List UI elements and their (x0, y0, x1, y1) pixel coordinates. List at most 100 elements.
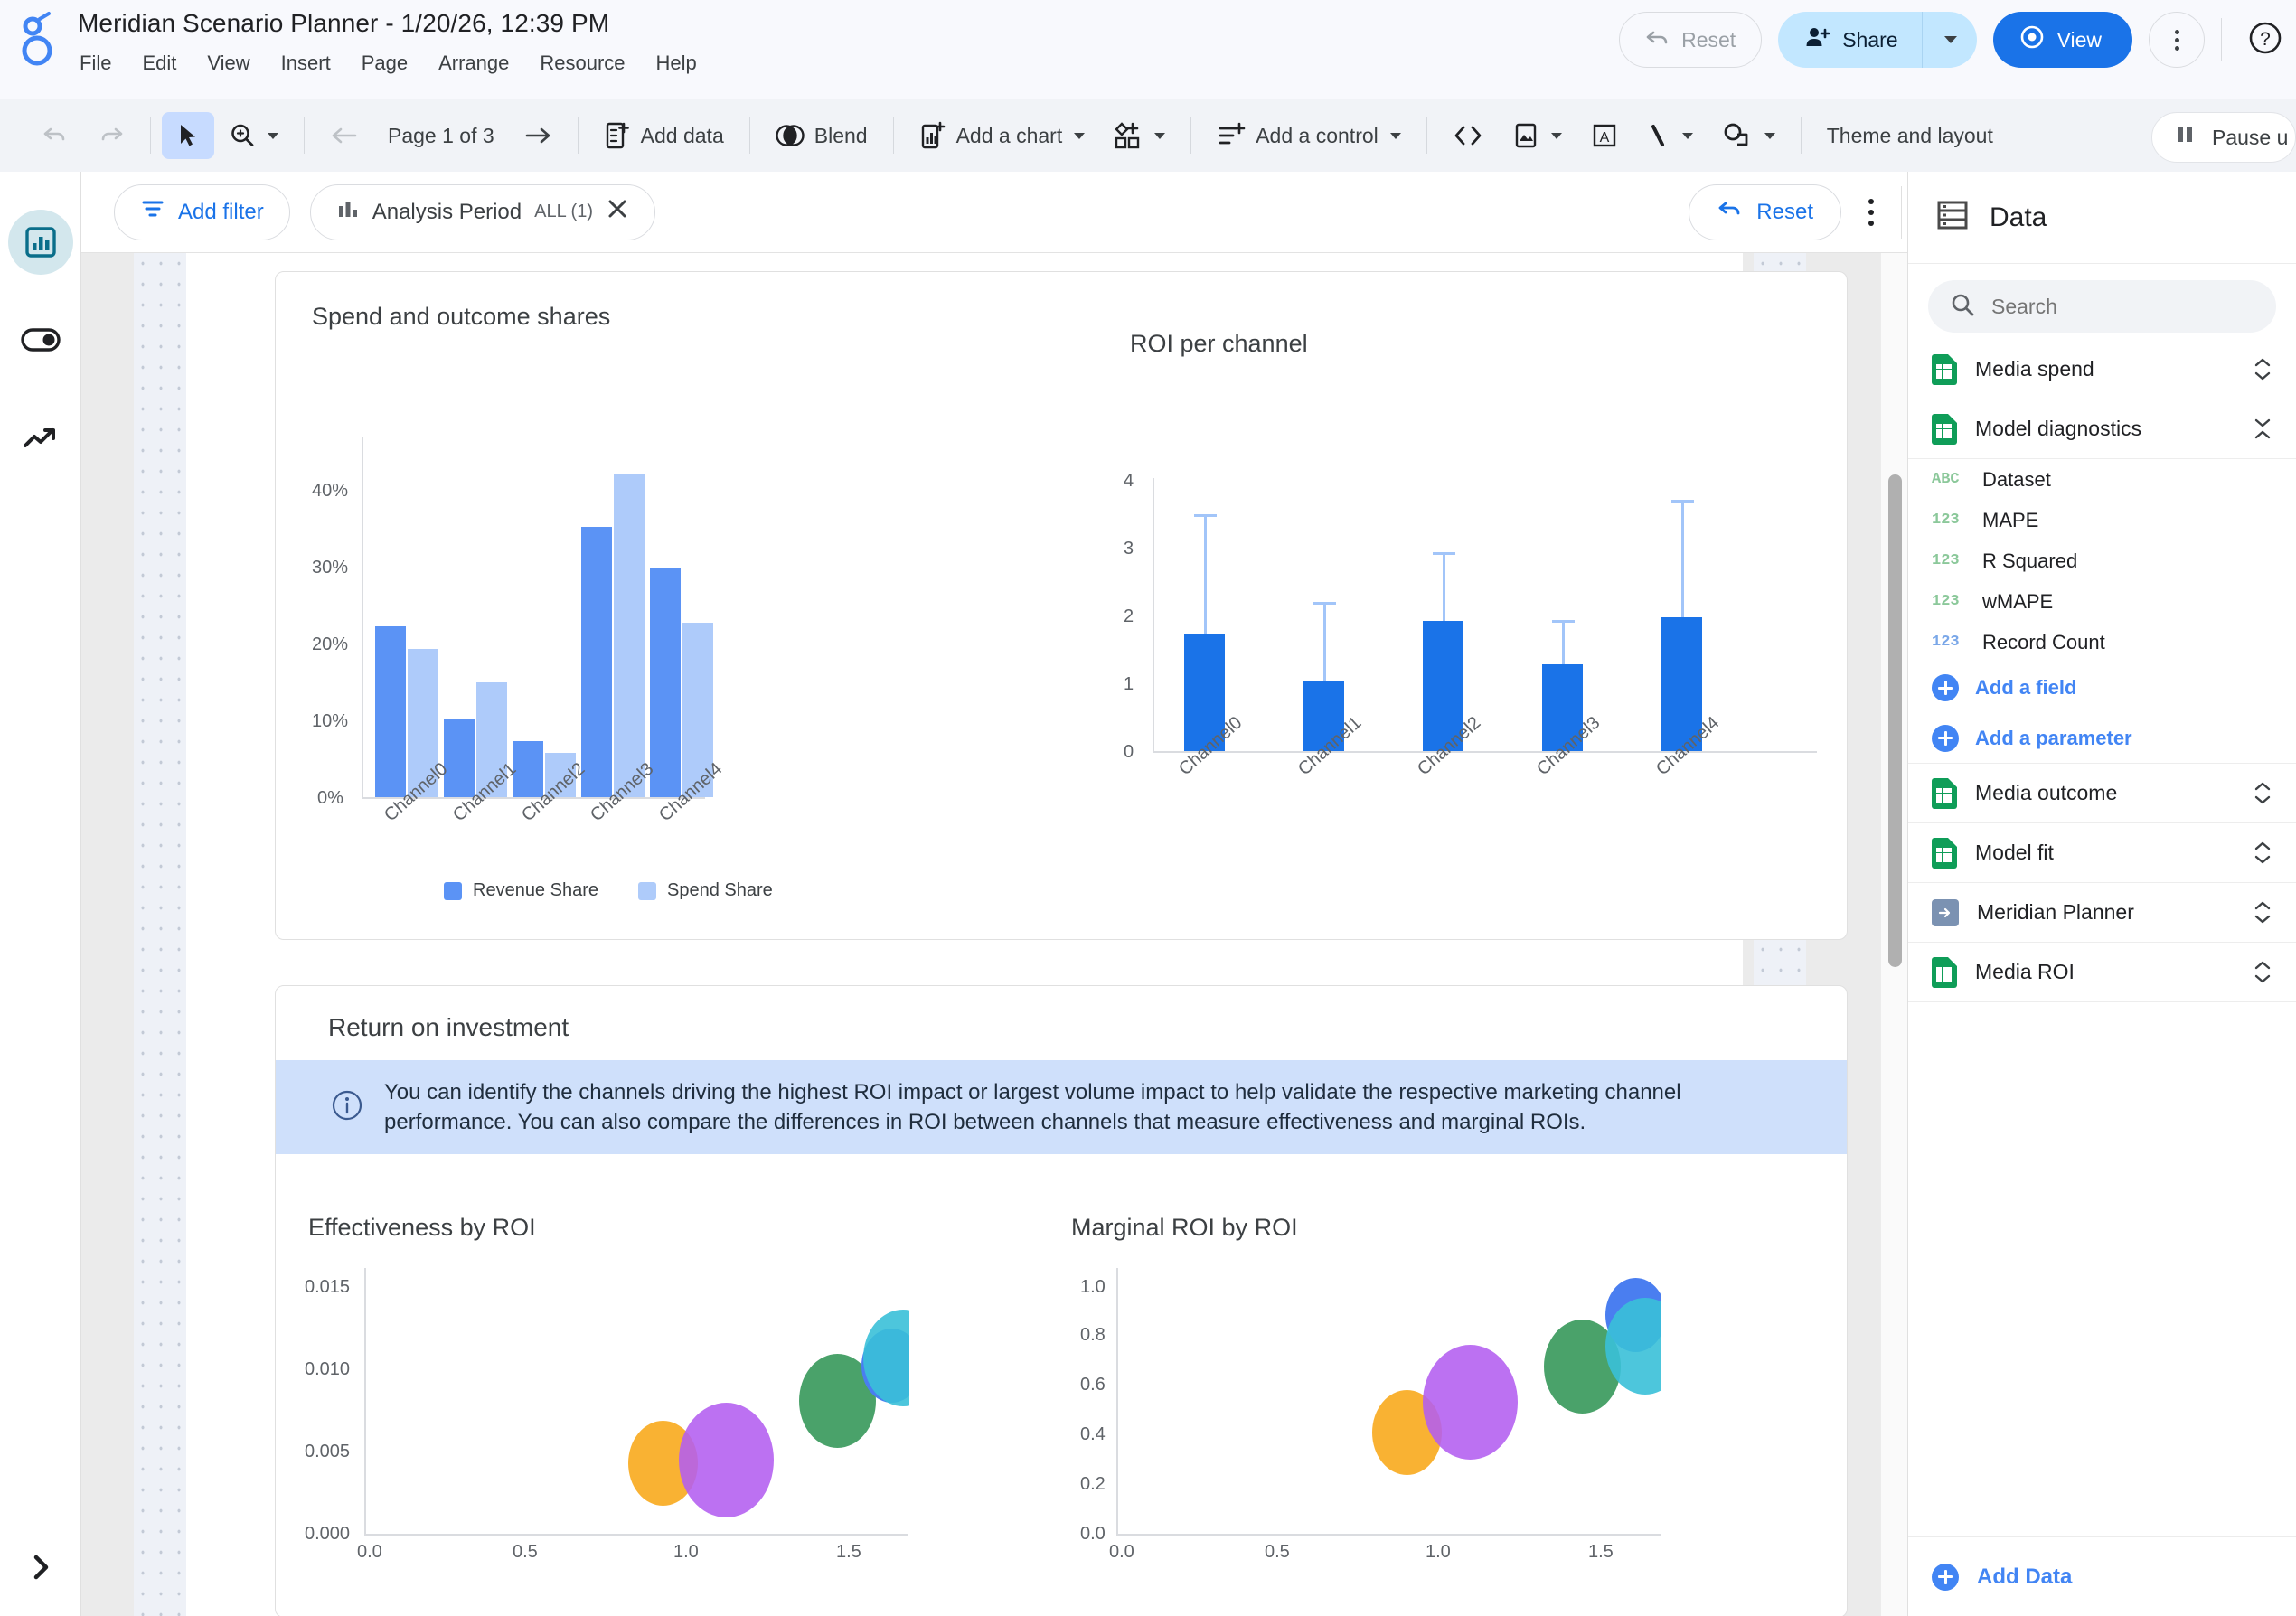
embed-code-button[interactable] (1438, 112, 1498, 159)
menu-help[interactable]: Help (655, 52, 697, 74)
insert-text-button[interactable]: A (1576, 112, 1633, 159)
pause-updates-button[interactable]: Pause u (2151, 112, 2296, 163)
close-icon[interactable] (606, 197, 629, 227)
mroi-x-axis-line (1116, 1534, 1661, 1536)
field-mape[interactable]: 123 MAPE (1908, 500, 2296, 540)
field-r-squared[interactable]: 123 R Squared (1908, 540, 2296, 581)
x-axis-line (362, 797, 705, 799)
expand-icon[interactable] (2253, 841, 2272, 864)
sidebar-item-insights[interactable] (8, 405, 73, 470)
expand-icon[interactable] (2253, 961, 2272, 983)
reset-button-top[interactable]: Reset (1619, 12, 1763, 68)
insert-shape-button[interactable] (1708, 112, 1790, 159)
report-canvas[interactable]: Spend and outcome shares 40% 30% 20% 10%… (81, 253, 1907, 1616)
menu-arrange[interactable]: Arrange (438, 52, 510, 74)
menu-edit[interactable]: Edit (142, 52, 177, 74)
help-circle-icon[interactable]: ? (2247, 20, 2283, 61)
bubble-mroi-channel4[interactable] (1605, 1298, 1661, 1395)
mroi-ytick-04: 0.4 (1080, 1424, 1106, 1444)
theme-and-layout-button[interactable]: Theme and layout (1812, 112, 2008, 159)
reset-button-filter[interactable]: Reset (1689, 184, 1841, 240)
add-control-button[interactable]: Add a control (1202, 112, 1416, 159)
community-visualization-button[interactable] (1099, 112, 1180, 159)
menu-page[interactable]: Page (361, 52, 409, 74)
bar-roi-channel0[interactable] (1184, 634, 1225, 751)
zoom-tool-button[interactable] (214, 112, 293, 159)
add-data-button-panel[interactable]: Add Data (1908, 1536, 2296, 1616)
trending-up-icon (23, 428, 55, 447)
bar-roi-channel4[interactable] (1661, 617, 1702, 751)
menu-file[interactable]: File (80, 52, 112, 74)
legend-item-spend-share[interactable]: Spend Share (637, 880, 773, 901)
theme-label: Theme and layout (1826, 123, 1993, 147)
filter-bar-more-button[interactable] (1852, 183, 1890, 241)
card-return-on-investment[interactable]: Return on investment You can identify th… (275, 985, 1848, 1616)
errorbar-channel1 (1323, 604, 1326, 729)
field-wmape[interactable]: 123 wMAPE (1908, 581, 2296, 622)
card-spend-roi[interactable]: Spend and outcome shares 40% 30% 20% 10%… (275, 271, 1848, 940)
data-source-model-fit[interactable]: Model fit (1908, 823, 2296, 883)
menu-insert[interactable]: Insert (280, 52, 331, 74)
insert-image-button[interactable] (1498, 112, 1576, 159)
canvas-vertical-scrollbar[interactable] (1880, 253, 1907, 1616)
expand-icon[interactable] (2253, 782, 2272, 804)
field-dataset[interactable]: ABC Dataset (1908, 459, 2296, 500)
add-a-parameter-button[interactable]: Add a parameter (1908, 713, 2296, 764)
data-source-media-spend[interactable]: Media spend (1908, 340, 2296, 399)
more-options-button-top[interactable] (2149, 12, 2205, 68)
bar-revenue-channel4[interactable] (650, 568, 681, 797)
bubble-channel3[interactable] (679, 1403, 774, 1517)
bubble-mroi-channel3[interactable] (1423, 1345, 1518, 1460)
bar-spend-channel1[interactable] (476, 682, 507, 797)
redo-button[interactable] (83, 112, 139, 159)
add-a-field-button[interactable]: Add a field (1908, 662, 2296, 713)
search-input[interactable] (1991, 294, 2254, 319)
data-source-meridian-planner[interactable]: Meridian Planner (1908, 883, 2296, 943)
share-button[interactable]: Share (1778, 12, 1977, 68)
menu-view[interactable]: View (207, 52, 250, 74)
search-box[interactable] (1928, 280, 2276, 333)
data-source-model-diagnostics[interactable]: Model diagnostics (1908, 399, 2296, 459)
data-source-media-roi[interactable]: Media ROI (1908, 943, 2296, 1002)
page-indicator[interactable]: Page 1 of 3 (373, 112, 509, 159)
menu-resource[interactable]: Resource (540, 52, 626, 74)
bar-revenue-channel3[interactable] (581, 527, 612, 797)
page-title[interactable]: Meridian Scenario Planner - 1/20/26, 12:… (78, 9, 610, 37)
view-button[interactable]: View (1992, 12, 2132, 68)
expand-icon[interactable] (2253, 358, 2272, 381)
add-filter-button[interactable]: Add filter (114, 183, 290, 240)
bar-roi-channel1[interactable] (1303, 681, 1344, 751)
collapse-icon[interactable] (2253, 418, 2272, 440)
filter-icon (140, 197, 165, 227)
bar-spend-channel0[interactable] (408, 649, 438, 797)
errorbar-channel3 (1562, 622, 1565, 703)
field-record-count[interactable]: 123 Record Count (1908, 622, 2296, 662)
select-tool-button[interactable] (162, 112, 214, 159)
report-page[interactable]: Spend and outcome shares 40% 30% 20% 10%… (186, 253, 1848, 1616)
bar-spend-channel2[interactable] (545, 753, 576, 797)
share-dropdown-button[interactable] (1921, 12, 1977, 68)
filter-chip-analysis-period[interactable]: Analysis Period ALL (1) (309, 183, 655, 240)
data-source-media-outcome[interactable]: Media outcome (1908, 764, 2296, 823)
legend-item-revenue-share[interactable]: Revenue Share (444, 880, 598, 901)
bar-roi-channel2[interactable] (1423, 621, 1463, 751)
insert-line-button[interactable] (1633, 112, 1708, 159)
expand-sidebar-button[interactable] (0, 1517, 81, 1616)
eff-xtick-15: 1.5 (836, 1542, 861, 1562)
next-page-button[interactable] (509, 112, 567, 159)
blend-button[interactable]: Blend (761, 112, 882, 159)
add-data-button[interactable]: Add data (589, 112, 739, 159)
previous-page-button[interactable] (315, 112, 373, 159)
scrollbar-thumb[interactable] (1888, 474, 1902, 967)
bar-spend-channel4[interactable] (682, 623, 713, 797)
add-chart-button[interactable]: Add a chart (905, 112, 1100, 159)
undo-button[interactable] (27, 112, 83, 159)
bar-revenue-channel1[interactable] (444, 719, 475, 797)
sidebar-item-report[interactable] (7, 210, 73, 275)
bar-revenue-channel0[interactable] (375, 626, 406, 797)
bar-spend-channel3[interactable] (614, 474, 645, 797)
bar-roi-channel3[interactable] (1542, 664, 1583, 751)
expand-icon[interactable] (2253, 901, 2272, 924)
sidebar-item-controls[interactable] (8, 307, 73, 372)
bar-revenue-channel2[interactable] (513, 741, 543, 797)
